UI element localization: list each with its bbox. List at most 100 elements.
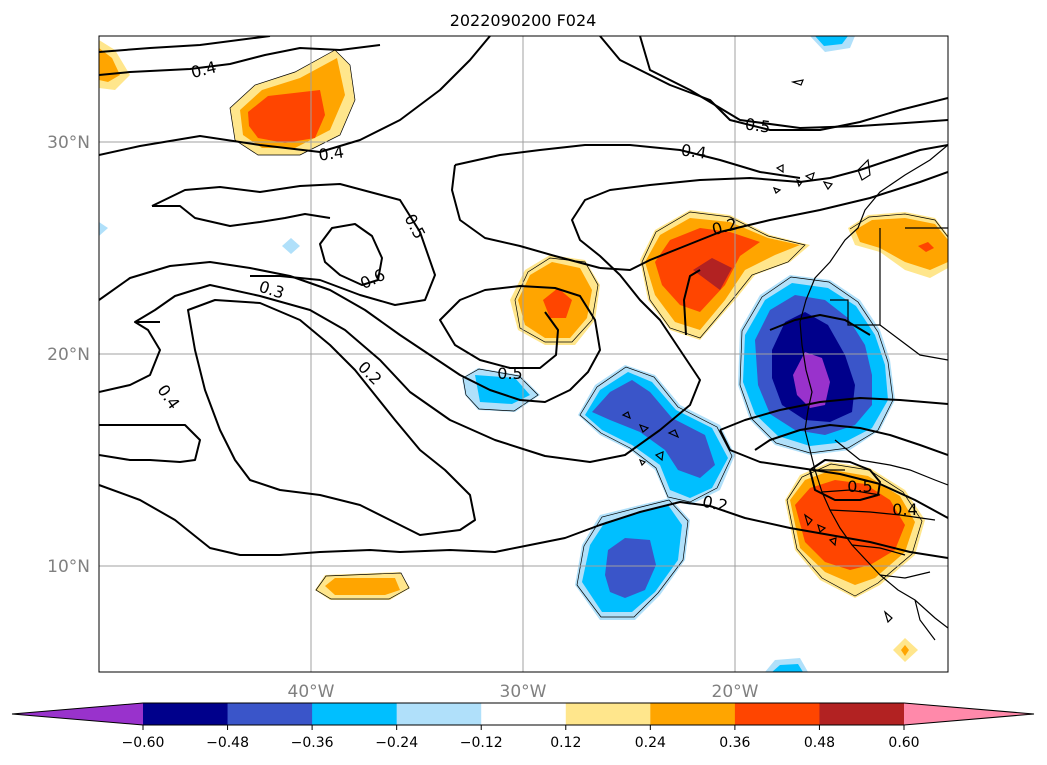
contour-line bbox=[99, 36, 271, 53]
colorbar-tick-label: −0.36 bbox=[291, 735, 334, 751]
contour-line bbox=[151, 183, 436, 306]
coastline-border bbox=[830, 228, 881, 326]
contour-line bbox=[451, 164, 601, 269]
anomaly-positive bbox=[325, 578, 400, 595]
colorbar-tick-label: −0.12 bbox=[460, 735, 503, 751]
colorbar-segment bbox=[312, 703, 398, 725]
colorbar: −0.60 −0.48 −0.36 −0.24 −0.12 0.12 0.24 0.36 0.4… bbox=[11, 702, 1035, 751]
contour-line bbox=[319, 223, 383, 286]
anomaly-negative bbox=[793, 352, 830, 408]
fill-outline bbox=[462, 368, 539, 412]
anomaly-positive bbox=[543, 288, 572, 318]
anomaly-positive bbox=[855, 218, 948, 270]
colorbar-tick-label: −0.48 bbox=[206, 735, 249, 751]
anomaly-negative bbox=[592, 380, 715, 478]
colorbar-segment bbox=[481, 703, 567, 725]
lon-tick-label: 20°W bbox=[712, 682, 759, 702]
fill-outline bbox=[229, 49, 356, 156]
anomaly-negative bbox=[772, 664, 803, 672]
coastline-border bbox=[914, 599, 936, 641]
contour-line bbox=[152, 205, 331, 227]
anomaly-positive bbox=[248, 90, 325, 143]
lat-tick-label: 10°N bbox=[47, 557, 90, 577]
map-area: 0.4 0.4 0.5 0.4 0.5 0.6 0.3 0.2 0.4 0.2 … bbox=[99, 36, 948, 672]
colorbar-segment bbox=[396, 703, 482, 725]
colorbar-extend-min bbox=[12, 703, 143, 725]
coastline-border bbox=[879, 571, 931, 579]
contour-line bbox=[99, 36, 491, 156]
colorbar-segment bbox=[227, 703, 313, 725]
contour-line bbox=[99, 484, 948, 559]
contour-line bbox=[454, 144, 801, 179]
colorbar-tick-label: 0.48 bbox=[804, 735, 835, 751]
contour-line bbox=[99, 424, 201, 463]
contour-lines bbox=[99, 36, 948, 559]
contour-line bbox=[134, 144, 948, 463]
lon-tick-label: 30°W bbox=[500, 682, 547, 702]
contour-line bbox=[99, 321, 161, 393]
island-small bbox=[883, 610, 893, 624]
colorbar-segment bbox=[734, 703, 820, 725]
anomaly-positive bbox=[918, 242, 934, 252]
contour-line bbox=[719, 397, 948, 431]
coastline-africa bbox=[799, 144, 948, 629]
colorbar-tick-label: −0.60 bbox=[122, 735, 165, 751]
fill-outline bbox=[641, 211, 806, 339]
lon-tick-labels: 40°W 30°W 20°W bbox=[288, 682, 759, 702]
map-frame bbox=[98, 35, 949, 673]
coastline-border bbox=[834, 439, 948, 486]
contour-line bbox=[809, 459, 881, 501]
coastline-border bbox=[879, 324, 948, 361]
fill-outline bbox=[579, 366, 733, 503]
lat-tick-labels: 30°N 20°N 10°N bbox=[47, 133, 90, 577]
contour-line bbox=[754, 424, 948, 456]
contour-line bbox=[719, 429, 948, 519]
colorbar-segment bbox=[819, 703, 905, 725]
coastline-border bbox=[829, 509, 936, 521]
contour-line bbox=[187, 299, 476, 536]
contour-line bbox=[683, 269, 701, 336]
lon-tick-label: 40°W bbox=[288, 682, 335, 702]
fill-outline bbox=[315, 572, 410, 600]
fill-outlines bbox=[229, 49, 948, 618]
lat-tick-label: 20°N bbox=[47, 345, 90, 365]
coastline-border bbox=[821, 489, 881, 496]
island-bissagos bbox=[803, 513, 837, 547]
contour-line bbox=[99, 261, 601, 403]
contour-line bbox=[599, 171, 948, 271]
island-madeira bbox=[790, 79, 804, 86]
anomaly-negative bbox=[605, 538, 656, 598]
colorbar-tick-label: −0.24 bbox=[375, 735, 418, 751]
contour-line bbox=[599, 36, 948, 131]
contour-label: 0.4 bbox=[680, 140, 708, 162]
island-canary bbox=[772, 158, 871, 194]
fill-outline bbox=[514, 257, 599, 343]
map-title: 2022090200 F024 bbox=[450, 11, 597, 30]
coastline-border bbox=[851, 544, 906, 556]
anomaly-negative bbox=[475, 375, 530, 404]
anomaly-negative bbox=[815, 36, 848, 46]
contour-label: 0.4 bbox=[892, 500, 917, 519]
contour-line bbox=[639, 36, 948, 129]
lat-tick-label: 30°N bbox=[47, 133, 90, 153]
anomaly-positive bbox=[901, 645, 909, 656]
colorbar-tick-label: 0.36 bbox=[719, 735, 750, 751]
contour-line bbox=[99, 44, 381, 76]
fill-outline bbox=[786, 463, 923, 597]
coastlines bbox=[621, 79, 948, 641]
contour-label: 0.5 bbox=[744, 114, 772, 136]
colorbar-tick-label: 0.24 bbox=[635, 735, 666, 751]
colorbar-extend-max bbox=[904, 703, 1034, 725]
fill-outline bbox=[849, 213, 948, 238]
anomaly-negative bbox=[99, 222, 108, 236]
anomaly-positive bbox=[693, 258, 732, 290]
island-cape-verde bbox=[621, 411, 680, 467]
colorbar-tick-label: 0.12 bbox=[550, 735, 581, 751]
contour-label: 0.5 bbox=[847, 477, 872, 496]
colorbar-segment bbox=[143, 703, 229, 725]
contour-label: 0.4 bbox=[317, 142, 345, 164]
colorbar-segment bbox=[650, 703, 736, 725]
contour-label: 0.2 bbox=[701, 492, 730, 516]
anomaly-negative bbox=[282, 238, 300, 254]
